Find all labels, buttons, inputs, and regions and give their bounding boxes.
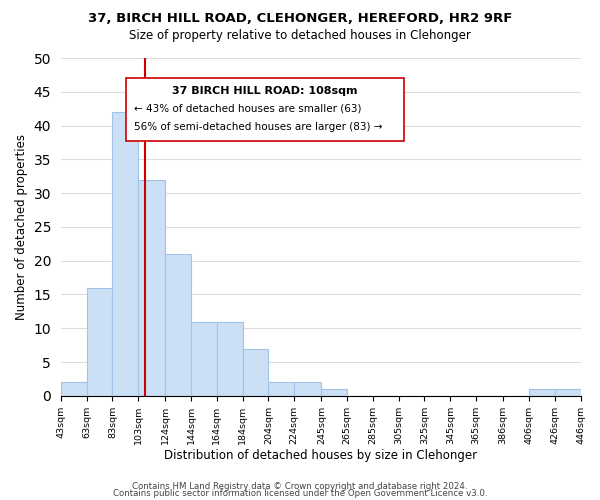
Bar	[191, 322, 217, 396]
Bar	[242, 348, 268, 396]
Text: Contains public sector information licensed under the Open Government Licence v3: Contains public sector information licen…	[113, 490, 487, 498]
Bar	[529, 389, 555, 396]
Text: Size of property relative to detached houses in Clehonger: Size of property relative to detached ho…	[129, 29, 471, 42]
Bar	[166, 254, 191, 396]
Bar	[86, 288, 112, 396]
FancyBboxPatch shape	[126, 78, 404, 141]
Text: Contains HM Land Registry data © Crown copyright and database right 2024.: Contains HM Land Registry data © Crown c…	[132, 482, 468, 491]
Bar	[322, 389, 347, 396]
Bar	[217, 322, 242, 396]
Text: 37 BIRCH HILL ROAD: 108sqm: 37 BIRCH HILL ROAD: 108sqm	[172, 86, 358, 96]
Bar	[138, 180, 166, 396]
Text: ← 43% of detached houses are smaller (63): ← 43% of detached houses are smaller (63…	[134, 104, 361, 114]
X-axis label: Distribution of detached houses by size in Clehonger: Distribution of detached houses by size …	[164, 450, 477, 462]
Bar	[112, 112, 138, 396]
Y-axis label: Number of detached properties: Number of detached properties	[15, 134, 28, 320]
Text: 56% of semi-detached houses are larger (83) →: 56% of semi-detached houses are larger (…	[134, 122, 382, 132]
Bar	[268, 382, 294, 396]
Text: 37, BIRCH HILL ROAD, CLEHONGER, HEREFORD, HR2 9RF: 37, BIRCH HILL ROAD, CLEHONGER, HEREFORD…	[88, 12, 512, 26]
Bar	[61, 382, 86, 396]
Bar	[294, 382, 322, 396]
Bar	[555, 389, 581, 396]
